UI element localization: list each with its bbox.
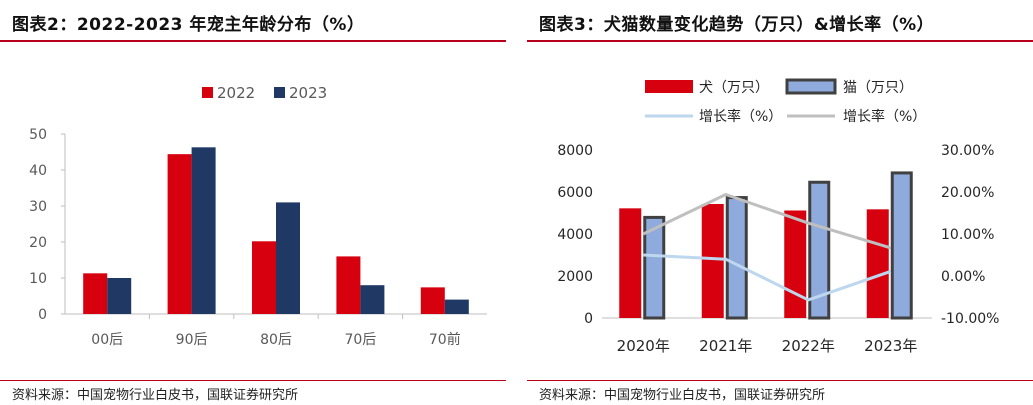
bar-dog-2021年 bbox=[701, 203, 724, 318]
bar-dog-2020年 bbox=[619, 208, 642, 318]
legend-label-cat: 猫（万只） bbox=[843, 80, 913, 96]
bar-cat-2022年 bbox=[808, 180, 831, 320]
x-tick-label: 2020年 bbox=[617, 337, 670, 355]
left-source-rule bbox=[0, 380, 506, 381]
left-y-tick-label: 4000 bbox=[557, 227, 593, 243]
bar-2023-80后 bbox=[276, 202, 300, 314]
right-y-tick-label: -10.00% bbox=[941, 311, 999, 327]
left-chart-source: 资料来源：中国宠物行业白皮书，国联证券研究所 bbox=[12, 388, 299, 403]
x-tick-label: 2022年 bbox=[782, 337, 835, 355]
left-y-tick-label: 2000 bbox=[557, 269, 593, 285]
line-dog-growth bbox=[643, 253, 892, 302]
bar-2023-00后 bbox=[107, 278, 132, 314]
right-source-rule bbox=[527, 380, 1033, 381]
bar-2023-90后 bbox=[191, 147, 216, 314]
legend-label-dog-growth: 增长率（%） bbox=[699, 108, 782, 125]
bar-cat-2023年 bbox=[890, 171, 913, 320]
legend-label-2023: 2023 bbox=[289, 84, 327, 102]
left-title-rule bbox=[0, 40, 506, 42]
left-chart-panel: 图表2：2022-2023 年宠主年龄分布（%） 2022 2023 0 10 20 30… bbox=[0, 0, 506, 405]
y-tick-label: 10 bbox=[29, 271, 47, 287]
legend-swatch-2023 bbox=[274, 87, 285, 98]
legend-label-dog: 犬（万只） bbox=[699, 80, 769, 96]
bar-dog-2022年 bbox=[784, 210, 807, 318]
left-y-tick-label: 6000 bbox=[557, 185, 593, 201]
x-tick-label: 2021年 bbox=[699, 337, 752, 355]
left-y-tick-label: 0 bbox=[584, 311, 593, 327]
right-y-tick-label: 30.00% bbox=[941, 143, 994, 159]
right-y-tick-label: 0.00% bbox=[941, 269, 985, 285]
y-tick-label: 50 bbox=[29, 127, 47, 143]
bar-2022-90后 bbox=[167, 154, 192, 314]
legend-label-2022: 2022 bbox=[217, 84, 255, 102]
x-tick-label: 70前 bbox=[429, 331, 461, 348]
y-tick-label: 20 bbox=[29, 235, 47, 251]
right-chart-source: 资料来源：中国宠物行业白皮书，国联证券研究所 bbox=[539, 388, 826, 403]
bar-2022-70前 bbox=[420, 287, 445, 314]
line-cat-growth bbox=[642, 193, 892, 250]
y-tick-label: 0 bbox=[38, 307, 47, 323]
right-chart-title: 图表3：犬猫数量变化趋势（万只）&增长率（%） bbox=[539, 15, 935, 35]
right-y-tick-label: 20.00% bbox=[941, 185, 994, 201]
bar-cat-2021年 bbox=[725, 196, 748, 320]
right-chart-panel: 图表3：犬猫数量变化趋势（万只）&增长率（%） 犬（万只） 猫（万只） 增长率（%）… bbox=[527, 0, 1033, 405]
y-tick-label: 30 bbox=[29, 199, 47, 215]
bar-dog-2023年 bbox=[866, 209, 889, 318]
x-tick-label: 70后 bbox=[344, 332, 376, 348]
bar-2022-80后 bbox=[252, 241, 276, 314]
bar-2022-00后 bbox=[83, 273, 108, 314]
bar-2023-70前 bbox=[444, 299, 469, 314]
pet-population-chart: 犬（万只） 猫（万只） 增长率（%） 增长率（%） 0 2000 4000 6000 8000 -… bbox=[557, 78, 999, 355]
legend-label-cat-growth: 增长率（%） bbox=[843, 108, 926, 125]
bar-2023-70后 bbox=[360, 285, 385, 314]
left-chart-title: 图表2：2022-2023 年宠主年龄分布（%） bbox=[12, 15, 365, 35]
legend-swatch-2022 bbox=[202, 87, 213, 98]
bar-cat-2020年 bbox=[643, 215, 666, 320]
x-tick-label: 80后 bbox=[260, 332, 292, 348]
legend-swatch-dog bbox=[645, 80, 693, 93]
bar-2022-70后 bbox=[336, 256, 361, 314]
legend-swatch-cat bbox=[785, 78, 837, 95]
x-tick-label: 2023年 bbox=[864, 337, 917, 355]
x-tick-label: 00后 bbox=[91, 332, 123, 348]
y-tick-label: 40 bbox=[29, 163, 47, 179]
right-y-tick-label: 10.00% bbox=[941, 227, 994, 243]
age-distribution-chart: 2022 2023 0 10 20 30 40 50 00后 90后 80后 70后 70前 bbox=[29, 84, 487, 348]
right-title-rule bbox=[527, 40, 1033, 42]
left-y-tick-label: 8000 bbox=[557, 143, 593, 159]
x-tick-label: 90后 bbox=[176, 332, 208, 348]
